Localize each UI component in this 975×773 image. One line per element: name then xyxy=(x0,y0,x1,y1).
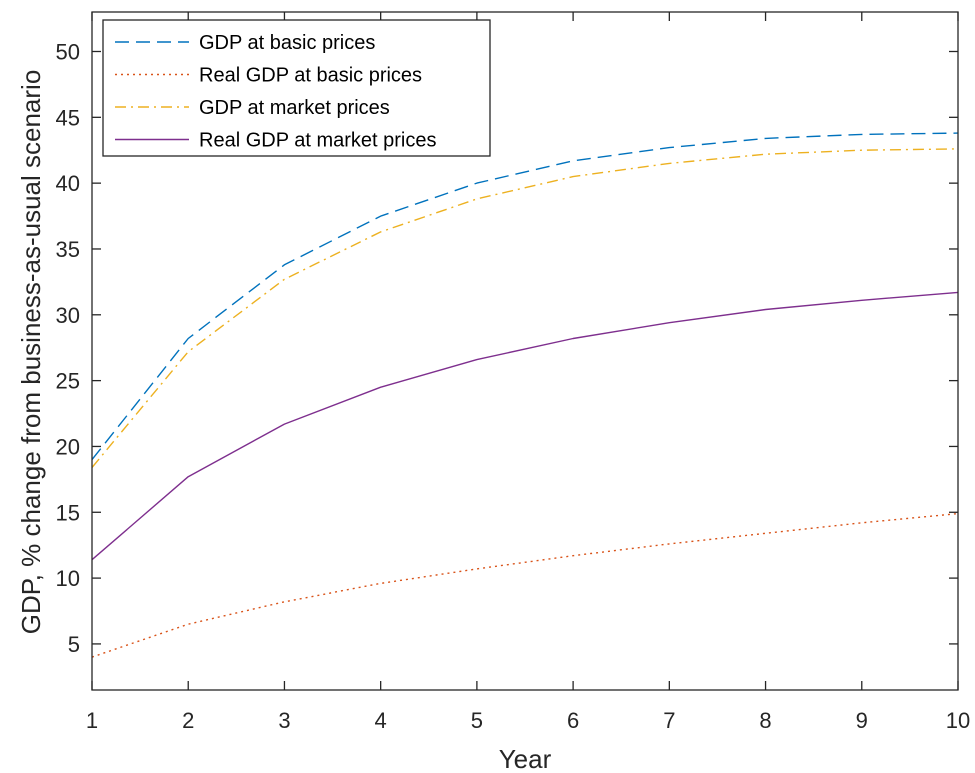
x-tick-label: 3 xyxy=(278,708,290,733)
y-tick-label: 15 xyxy=(56,500,80,525)
x-tick-label: 4 xyxy=(375,708,387,733)
y-tick-label: 20 xyxy=(56,434,80,459)
plot-area-box xyxy=(91,11,959,691)
x-tick-label: 10 xyxy=(946,708,970,733)
x-tick-label: 9 xyxy=(856,708,868,733)
y-tick-label: 30 xyxy=(56,303,80,328)
x-axis-label: Year xyxy=(499,744,552,773)
x-axis: 1 2 3 4 5 6 7 8 9 10 xyxy=(86,12,970,733)
x-tick-label: 7 xyxy=(663,708,675,733)
y-tick-label: 40 xyxy=(56,171,80,196)
x-tick-label: 5 xyxy=(471,708,483,733)
y-axis-label: GDP, % change from business-as-usual sce… xyxy=(16,70,46,635)
y-tick-label: 10 xyxy=(56,566,80,591)
y-axis: 5 10 15 20 25 30 35 40 45 50 xyxy=(56,39,958,657)
series-line-3 xyxy=(91,148,959,468)
series-line-4 xyxy=(91,291,959,561)
legend: GDP at basic prices Real GDP at basic pri… xyxy=(102,19,491,157)
legend-label: Real GDP at basic prices xyxy=(199,65,422,87)
legend-label: Real GDP at market prices xyxy=(199,130,437,152)
series-layer xyxy=(91,132,959,658)
legend-label: GDP at basic prices xyxy=(199,32,375,54)
y-tick-label: 25 xyxy=(56,369,80,394)
x-tick-label: 8 xyxy=(759,708,771,733)
x-tick-label: 2 xyxy=(182,708,194,733)
legend-label: GDP at market prices xyxy=(199,97,390,119)
series-line-2 xyxy=(91,512,959,658)
y-tick-label: 45 xyxy=(56,105,80,130)
y-tick-label: 35 xyxy=(56,237,80,262)
x-tick-label: 1 xyxy=(86,708,98,733)
y-tick-label: 5 xyxy=(68,632,80,657)
y-tick-label: 50 xyxy=(56,39,80,64)
series-line-1 xyxy=(91,132,959,461)
x-tick-label: 6 xyxy=(567,708,579,733)
